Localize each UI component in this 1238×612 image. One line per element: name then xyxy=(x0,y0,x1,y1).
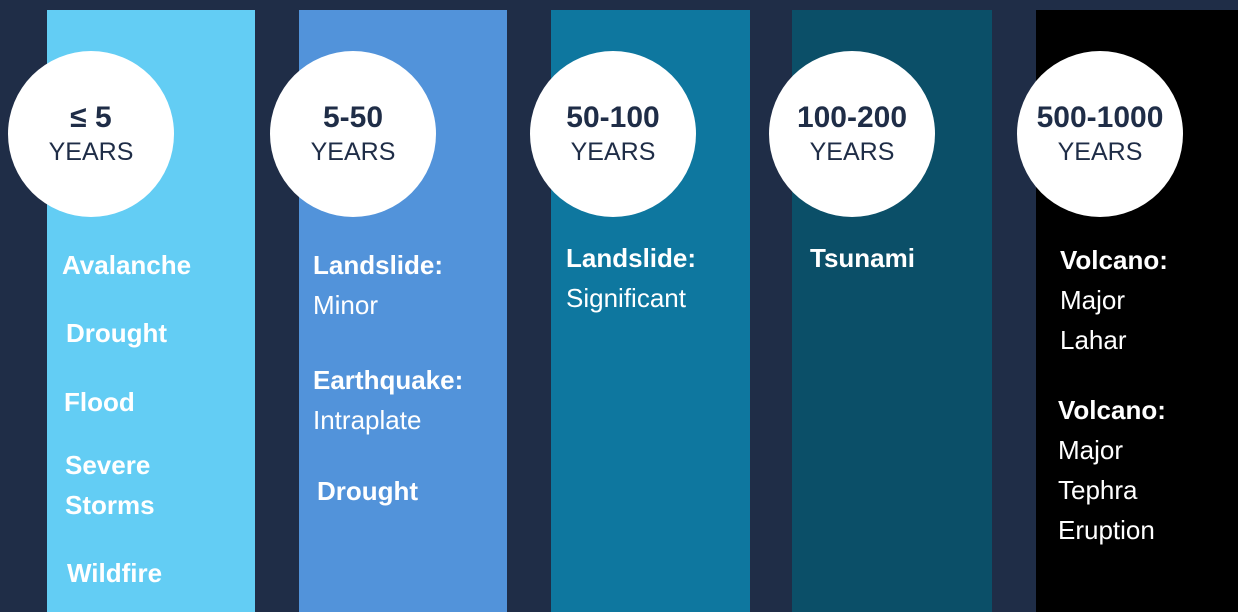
hazard-volcano-tephra: Volcano: Major Tephra Eruption xyxy=(1058,390,1218,550)
period-range: 50-100 xyxy=(566,101,660,134)
hazard-volcano-lahar: Volcano: Major Lahar xyxy=(1060,240,1220,360)
hazard-detail: Major Lahar xyxy=(1060,285,1127,355)
hazard-earthquake-intraplate: Earthquake: Intraplate xyxy=(313,360,463,440)
period-range: 100-200 xyxy=(796,101,908,134)
hazard-detail: Minor xyxy=(313,290,379,320)
hazard-wildfire: Wildfire xyxy=(67,558,163,588)
period-circle-5: 500-1000 YEARS xyxy=(1017,51,1183,217)
hazard-label: Earthquake: xyxy=(313,365,464,395)
hazard-drought-2: Drought xyxy=(317,476,419,506)
hazard-label: Volcano: xyxy=(1058,395,1166,425)
hazard-landslide-minor: Landslide: Minor xyxy=(313,245,443,325)
period-circle-4: 100-200 YEARS xyxy=(769,51,935,217)
hazard-landslide-significant: Landslide: Significant xyxy=(566,238,696,318)
hazard-avalanche: Avalanche xyxy=(62,250,192,280)
hazard-flood: Flood xyxy=(64,387,135,417)
hazard-severe-storms: Severe Storms xyxy=(65,450,155,520)
period-circle-1: ≤ 5 YEARS xyxy=(8,51,174,217)
period-range: ≤ 5 xyxy=(70,101,112,134)
hazard-drought: Drought xyxy=(66,318,168,348)
hazard-tsunami: Tsunami xyxy=(810,243,915,273)
period-unit: YEARS xyxy=(570,138,656,166)
period-unit: YEARS xyxy=(48,138,134,166)
period-circle-2: 5-50 YEARS xyxy=(270,51,436,217)
period-unit: YEARS xyxy=(809,138,895,166)
hazard-label: Landslide: xyxy=(566,243,697,273)
period-range: 500-1000 xyxy=(1036,101,1164,134)
period-unit: YEARS xyxy=(1057,138,1143,166)
hazard-label: Landslide: xyxy=(313,250,444,280)
period-circle-3: 50-100 YEARS xyxy=(530,51,696,217)
period-unit: YEARS xyxy=(310,138,396,166)
hazard-label: Volcano: xyxy=(1060,245,1168,275)
period-range: 5-50 xyxy=(322,101,384,134)
hazard-detail: Major Tephra Eruption xyxy=(1058,435,1155,545)
hazard-detail: Significant xyxy=(566,283,686,313)
hazard-detail: Intraplate xyxy=(313,405,422,435)
